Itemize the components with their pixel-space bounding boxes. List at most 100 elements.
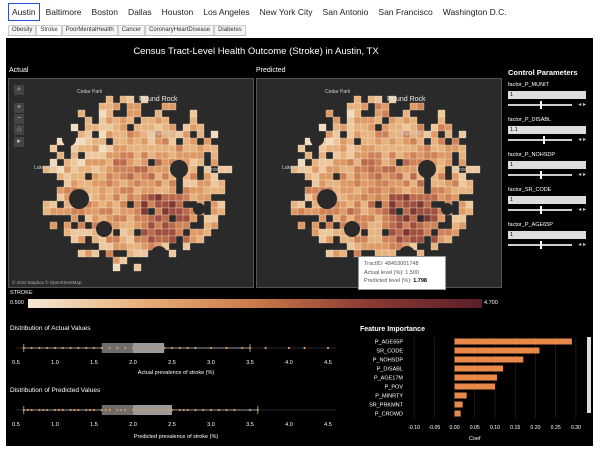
tract-shape[interactable] — [381, 151, 390, 160]
tract-shape[interactable] — [325, 158, 334, 167]
tract-shape[interactable] — [154, 179, 163, 188]
tract-shape[interactable] — [346, 165, 355, 174]
tract-shape[interactable] — [140, 151, 149, 160]
tract-shape[interactable] — [140, 249, 149, 258]
tract-shape[interactable] — [168, 144, 177, 153]
tract-shape[interactable] — [70, 158, 79, 167]
tract-shape[interactable] — [353, 158, 362, 167]
dist-point[interactable] — [167, 408, 170, 412]
tract-shape[interactable] — [147, 221, 156, 230]
tract-shape[interactable] — [161, 186, 170, 195]
tract-shape[interactable] — [91, 151, 100, 160]
slider-thumb[interactable] — [540, 101, 542, 109]
tract-shape[interactable] — [318, 151, 327, 160]
tract-shape[interactable] — [133, 158, 142, 167]
tract-shape[interactable] — [140, 172, 149, 181]
tract-shape[interactable] — [182, 235, 191, 244]
tract-shape[interactable] — [409, 193, 418, 202]
tract-shape[interactable] — [465, 200, 474, 209]
tract-shape[interactable] — [105, 193, 114, 202]
tract-shape[interactable] — [168, 207, 177, 216]
tract-shape[interactable] — [360, 179, 369, 188]
tract-shape[interactable] — [416, 137, 425, 146]
tract-shape[interactable] — [126, 102, 135, 111]
tract-shape[interactable] — [381, 102, 390, 111]
tract-shape[interactable] — [374, 158, 383, 167]
tract-shape[interactable] — [395, 165, 404, 174]
tract-shape[interactable] — [154, 158, 163, 167]
tract-shape[interactable] — [444, 123, 453, 132]
tract-shape[interactable] — [112, 214, 121, 223]
dist-point[interactable] — [108, 408, 111, 412]
tract-shape[interactable] — [84, 130, 93, 139]
tract-shape[interactable] — [332, 137, 341, 146]
tract-shape[interactable] — [77, 207, 86, 216]
tract-shape[interactable] — [318, 235, 327, 244]
dist-point[interactable] — [73, 408, 76, 412]
dist-point[interactable] — [30, 408, 33, 412]
tract-shape[interactable] — [367, 186, 376, 195]
tract-shape[interactable] — [133, 263, 142, 272]
tract-shape[interactable] — [388, 221, 397, 230]
tract-shape[interactable] — [388, 235, 397, 244]
tract-shape[interactable] — [140, 158, 149, 167]
tract-shape[interactable] — [367, 235, 376, 244]
tract-shape[interactable] — [161, 165, 170, 174]
tract-shape[interactable] — [353, 130, 362, 139]
tract-shape[interactable] — [360, 144, 369, 153]
tract-shape[interactable] — [161, 214, 170, 223]
tract-shape[interactable] — [416, 228, 425, 237]
dist-point[interactable] — [147, 408, 150, 412]
tract-shape[interactable] — [224, 165, 233, 174]
dist-point[interactable] — [89, 408, 92, 412]
tract-shape[interactable] — [112, 172, 121, 181]
tract-shape[interactable] — [332, 151, 341, 160]
tract-shape[interactable] — [70, 123, 79, 132]
tract-shape[interactable] — [175, 221, 184, 230]
tract-shape[interactable] — [147, 151, 156, 160]
tract-shape[interactable] — [112, 158, 121, 167]
tract-shape[interactable] — [161, 221, 170, 230]
tract-shape[interactable] — [367, 137, 376, 146]
tract-shape[interactable] — [346, 186, 355, 195]
tract-shape[interactable] — [161, 116, 170, 125]
tract-shape[interactable] — [77, 137, 86, 146]
tract-shape[interactable] — [154, 200, 163, 209]
tract-shape[interactable] — [112, 235, 121, 244]
tract-shape[interactable] — [42, 207, 51, 216]
tract-shape[interactable] — [210, 200, 219, 209]
tract-shape[interactable] — [388, 158, 397, 167]
tract-shape[interactable] — [388, 130, 397, 139]
tract-shape[interactable] — [105, 235, 114, 244]
tract-shape[interactable] — [409, 207, 418, 216]
tract-shape[interactable] — [154, 123, 163, 132]
tract-shape[interactable] — [402, 200, 411, 209]
tract-shape[interactable] — [119, 137, 128, 146]
tract-shape[interactable] — [325, 137, 334, 146]
dist-point[interactable] — [100, 346, 103, 350]
tract-shape[interactable] — [126, 144, 135, 153]
tract-shape[interactable] — [437, 235, 446, 244]
tract-shape[interactable] — [437, 172, 446, 181]
fi-bar[interactable] — [454, 338, 572, 345]
tract-shape[interactable] — [119, 221, 128, 230]
tract-shape[interactable] — [381, 130, 390, 139]
slider-thumb[interactable] — [540, 241, 542, 249]
tract-shape[interactable] — [91, 158, 100, 167]
tract-shape[interactable] — [112, 193, 121, 202]
dist-point[interactable] — [100, 408, 103, 412]
tract-shape[interactable] — [416, 193, 425, 202]
tract-shape[interactable] — [175, 228, 184, 237]
tract-shape[interactable] — [423, 207, 432, 216]
tract-shape[interactable] — [112, 200, 121, 209]
tract-shape[interactable] — [126, 158, 135, 167]
tract-shape[interactable] — [105, 179, 114, 188]
tract-shape[interactable] — [210, 151, 219, 160]
tract-shape[interactable] — [189, 172, 198, 181]
tract-shape[interactable] — [430, 235, 439, 244]
tract-shape[interactable] — [140, 235, 149, 244]
tract-shape[interactable] — [196, 158, 205, 167]
tract-shape[interactable] — [318, 123, 327, 132]
tract-shape[interactable] — [437, 186, 446, 195]
factor-value-input[interactable]: 1 — [508, 196, 586, 204]
